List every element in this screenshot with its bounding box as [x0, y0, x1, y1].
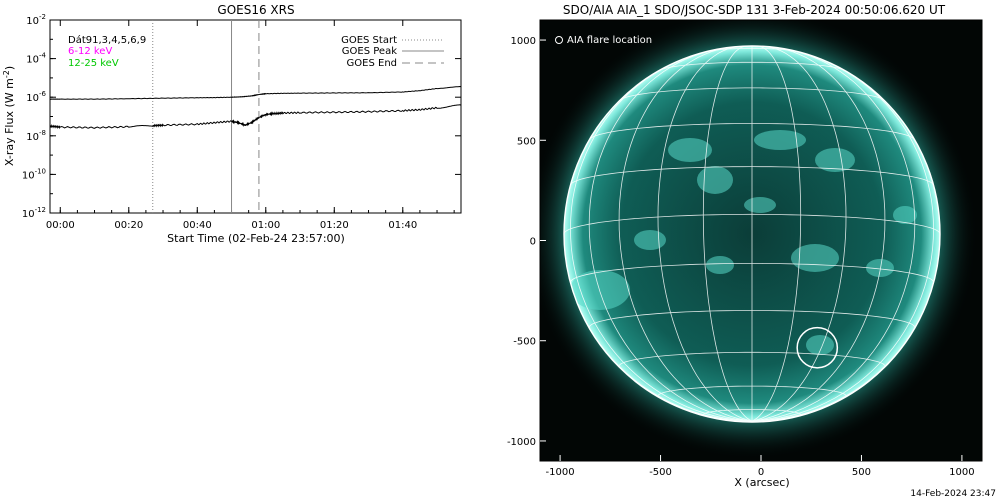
longitude-line [751, 46, 802, 422]
goes-ylabel: X-ray Flux (W m-2) [2, 66, 16, 166]
footer-timestamp: 14-Feb-2024 23:47 [910, 489, 996, 499]
aia-y-tick-label: 500 [517, 136, 536, 147]
goes-x-ticks: 00:00 00:20 00:40 01:00 01:20 01:40 [46, 20, 455, 231]
longitude-line [751, 46, 886, 422]
limb-outline [563, 45, 941, 423]
goes-legend: GOES Start GOES Peak GOES End [341, 35, 444, 69]
goes-xlabel: Start Time (02-Feb-24 23:57:00) [167, 232, 345, 245]
goes-x-tick-label: 01:20 [320, 220, 349, 231]
goes-series [49, 85, 462, 130]
longitude-line [702, 46, 753, 422]
longitude-line [618, 46, 753, 422]
aia-y-tick-label: -500 [513, 337, 536, 348]
legend-goes-start: GOES Start [341, 35, 397, 46]
goes-x-tick-label: 00:40 [183, 220, 212, 231]
goes-x-tick-label: 00:00 [46, 220, 75, 231]
flare-location-circle [796, 326, 839, 369]
goes-y-tick-label: 10-4 [26, 52, 46, 66]
goes-x-tick-label: 00:20 [114, 220, 143, 231]
goes-x-tick-label: 01:40 [388, 220, 417, 231]
goes-panel: GOES16 XRS 00:00 00:20 00:40 01:00 01:20 01:4… [2, 3, 462, 245]
aia-x-tick-label: 1000 [949, 467, 974, 478]
legend-goes-end: GOES End [347, 58, 397, 69]
aia-xlabel: X (arcsec) [734, 476, 789, 489]
aia-x-tick-label: -500 [649, 467, 672, 478]
active-regions [570, 130, 917, 355]
aia-x-tick-label: 0 [758, 467, 764, 478]
goes-series-line-1 [50, 85, 462, 100]
goes-title: GOES16 XRS [217, 3, 294, 17]
goes-plot-frame [49, 19, 462, 214]
goes-y-tick-label: 10-2 [26, 13, 46, 27]
goes-series-line-2 [49, 104, 462, 130]
goes-y-tick-label: 10-6 [26, 90, 46, 104]
aia-panel: SDO/AIA AIA_1 SDO/JSOC-SDP 131 3-Feb-202… [507, 3, 983, 489]
longitude-line [751, 46, 847, 422]
legend-goes-peak: GOES Peak [342, 46, 397, 57]
legend-flare-label: AIA flare location [567, 35, 652, 46]
longitude-line [751, 60, 935, 422]
aia-x-tick-label: -1000 [546, 467, 575, 478]
longitude-line [657, 46, 753, 422]
aia-x-tick-label: 500 [852, 467, 871, 478]
channel-label-detectors: Dát91,3,4,5,6,9 [68, 34, 146, 46]
aia-y-tick-label: 1000 [511, 36, 536, 47]
aia-x-ticks: -1000 -500 0 500 1000 [546, 455, 975, 478]
aia-y-tick-label: 0 [530, 237, 536, 248]
aia-y-ticks: 1000 500 0 -500 -1000 [507, 36, 546, 448]
goes-y-tick-label: 10-10 [22, 167, 46, 181]
channel-label-12-25kev: 12-25 keV [68, 58, 119, 69]
goes-x-tick-label: 01:00 [251, 220, 280, 231]
aia-image [540, 20, 982, 461]
legend-flare-marker [555, 36, 563, 44]
goes-event-lines [152, 20, 260, 213]
longitude-line [751, 48, 916, 422]
longitude-line [569, 60, 753, 422]
aia-y-tick-label: -1000 [507, 437, 536, 448]
aia-title: SDO/AIA AIA_1 SDO/JSOC-SDP 131 3-Feb-202… [563, 3, 946, 17]
longitude-line [588, 48, 753, 422]
channel-label-6-12kev: 6-12 keV [68, 46, 112, 57]
goes-y-tick-label: 10-8 [26, 129, 46, 143]
goes-y-tick-label: 10-12 [22, 206, 46, 220]
